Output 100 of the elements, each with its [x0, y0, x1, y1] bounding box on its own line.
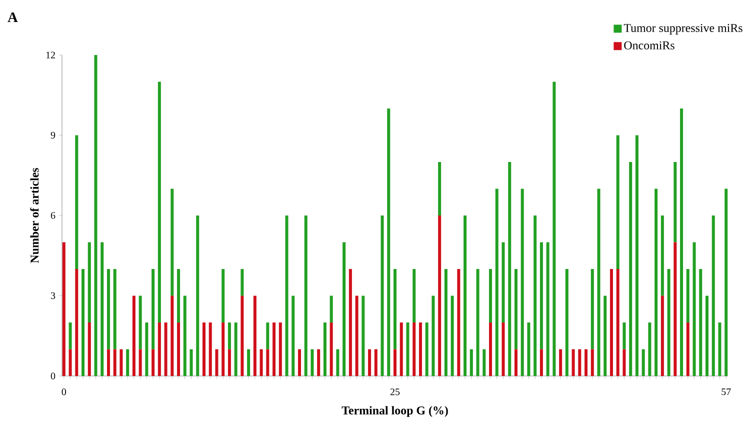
bar	[394, 349, 397, 376]
bar	[100, 242, 104, 376]
bar	[75, 268, 78, 376]
bar	[240, 268, 244, 296]
bar	[489, 322, 492, 376]
bar	[208, 322, 212, 376]
bar	[247, 349, 250, 376]
bar	[190, 349, 193, 376]
bar	[546, 242, 550, 376]
bar	[368, 349, 372, 376]
text: A	[8, 12, 18, 22]
bar	[106, 349, 110, 376]
bar	[348, 268, 352, 376]
x-axis-title: Terminal loop G (%)	[342, 406, 448, 417]
bar	[380, 215, 384, 376]
bar	[540, 242, 543, 350]
bar	[183, 296, 186, 376]
bar	[648, 322, 652, 376]
bar	[552, 82, 556, 376]
bar	[559, 349, 562, 376]
bar	[260, 349, 263, 376]
bar	[228, 349, 231, 376]
bar	[266, 349, 270, 376]
bar	[565, 268, 568, 376]
bar	[355, 296, 358, 376]
bar	[310, 349, 314, 376]
bar	[152, 268, 155, 350]
bar	[234, 322, 238, 376]
bar	[654, 188, 658, 376]
bar	[113, 349, 116, 376]
bar	[412, 322, 416, 376]
bar	[616, 135, 620, 269]
bar	[412, 268, 416, 322]
bar	[400, 322, 403, 376]
bar	[502, 242, 505, 322]
x-tick-label: 0	[62, 388, 66, 396]
bar	[304, 215, 308, 376]
bar	[158, 82, 161, 322]
bar	[470, 349, 473, 376]
bar	[520, 188, 524, 376]
y-tick-label: 9	[50, 132, 56, 139]
bar	[138, 296, 142, 350]
y-tick-label: 0	[50, 372, 56, 380]
bar	[590, 349, 594, 376]
bar	[158, 322, 161, 376]
bar	[240, 296, 244, 376]
bar	[75, 135, 78, 269]
bar	[106, 268, 110, 350]
bar	[667, 268, 670, 376]
bar	[278, 322, 282, 376]
y-tick-label: 3	[50, 292, 56, 300]
bar	[438, 215, 442, 376]
bar	[88, 242, 91, 322]
bar	[534, 215, 537, 376]
bar	[272, 322, 276, 376]
bar	[374, 349, 378, 376]
y-tick-label: 6	[50, 212, 56, 219]
bar	[228, 322, 231, 350]
bar	[590, 268, 594, 350]
bar	[68, 349, 72, 376]
bar	[692, 242, 696, 376]
bar	[170, 296, 174, 376]
bar	[432, 296, 435, 376]
bar	[336, 349, 340, 376]
bar	[699, 268, 702, 376]
bar	[464, 215, 467, 376]
bar	[514, 349, 518, 376]
bar	[317, 349, 320, 376]
bar	[362, 296, 365, 376]
bar	[660, 215, 664, 296]
bar	[629, 162, 632, 376]
legend-label: Tumor suppressive miRs	[624, 24, 742, 34]
bar	[450, 296, 454, 376]
bar	[323, 322, 326, 376]
bar	[502, 322, 505, 376]
bar	[622, 322, 626, 350]
bar	[394, 268, 397, 350]
bar	[202, 322, 206, 376]
bar	[482, 349, 486, 376]
y-axis-title: Number of articles	[30, 168, 39, 264]
bar	[642, 349, 645, 376]
bar	[622, 349, 626, 376]
bar	[88, 322, 91, 376]
bar	[170, 188, 174, 296]
bar	[686, 268, 690, 322]
bar	[164, 322, 168, 376]
bar	[578, 349, 582, 376]
bar	[222, 268, 225, 322]
bar	[68, 322, 72, 350]
bar	[298, 349, 301, 376]
bar	[457, 268, 460, 376]
bar	[292, 296, 295, 376]
bar	[406, 322, 410, 376]
bar	[253, 296, 256, 376]
bar	[138, 349, 142, 376]
bar	[610, 268, 613, 376]
bar	[126, 349, 130, 376]
bar	[597, 188, 600, 376]
bar	[604, 296, 607, 376]
bar	[94, 54, 98, 376]
